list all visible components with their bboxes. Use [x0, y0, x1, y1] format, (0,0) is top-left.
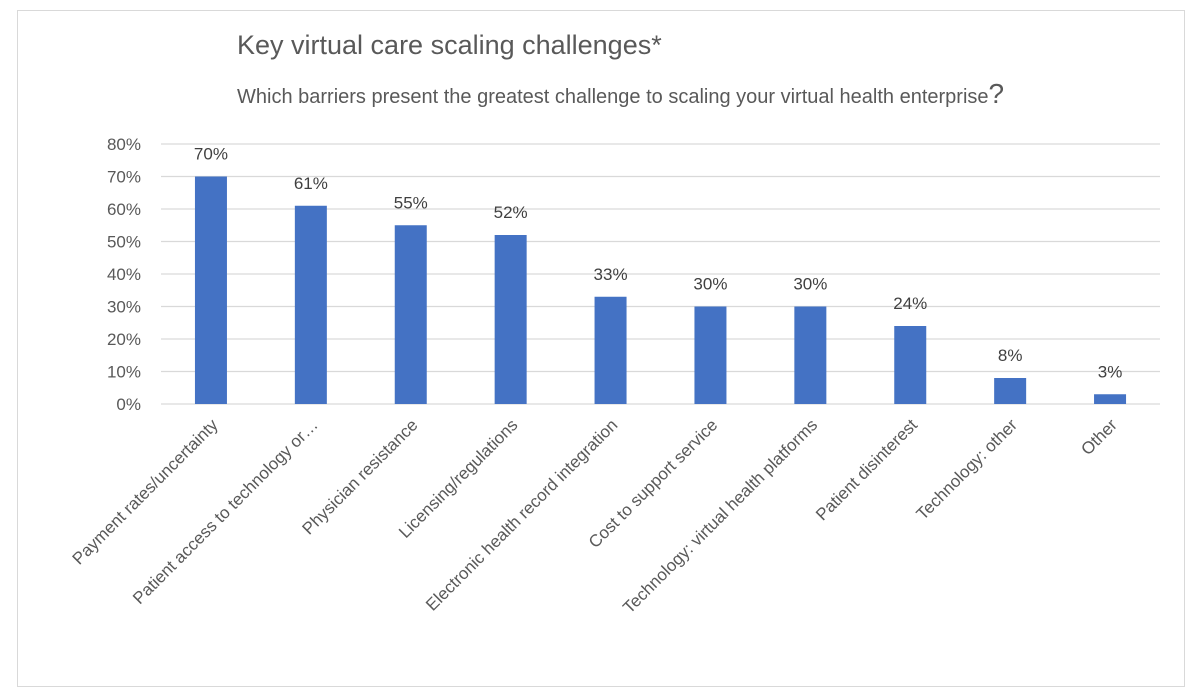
- y-axis-ticks: 0% 10% 20% 30% 40% 50% 60% 70% 80%: [107, 135, 141, 414]
- data-label: 52%: [494, 203, 528, 222]
- y-tick-label: 10%: [107, 363, 141, 382]
- y-tick-label: 20%: [107, 330, 141, 349]
- chart-subtitle: Which barriers present the greatest chal…: [237, 78, 1004, 110]
- data-label: 3%: [1098, 362, 1123, 381]
- data-label: 30%: [793, 275, 827, 294]
- chart-subtitle-question-mark: ?: [988, 78, 1005, 109]
- bar: [994, 378, 1027, 404]
- bar: [194, 176, 227, 404]
- x-category-label: Electronic health record integration: [422, 415, 621, 614]
- y-tick-label: 60%: [107, 200, 141, 219]
- bar: [294, 205, 327, 404]
- data-label: 8%: [998, 346, 1023, 365]
- x-category-label: Patient access to technology or…: [129, 415, 322, 608]
- gridlines: [161, 143, 1160, 405]
- data-labels: 70% 61% 55% 52% 33% 30% 30% 24% 8% 3%: [194, 145, 1122, 382]
- y-tick-label: 80%: [107, 135, 141, 154]
- y-tick-label: 70%: [107, 168, 141, 187]
- bar: [694, 306, 727, 404]
- data-label: 24%: [893, 294, 927, 313]
- bar: [1094, 394, 1127, 404]
- x-category-label: Technology: other: [913, 415, 1022, 524]
- bars: [194, 176, 1127, 404]
- x-category-label: Technology: virtual health platforms: [619, 415, 821, 617]
- bar: [494, 235, 527, 404]
- y-tick-label: 50%: [107, 233, 141, 252]
- y-tick-label: 30%: [107, 298, 141, 317]
- y-tick-label: 40%: [107, 265, 141, 284]
- chart-title: Key virtual care scaling challenges*: [237, 30, 662, 60]
- y-tick-label: 0%: [116, 395, 141, 414]
- x-category-label: Other: [1077, 415, 1121, 459]
- bar: [894, 326, 927, 404]
- bar: [394, 225, 427, 404]
- bar: [794, 306, 827, 404]
- data-label: 55%: [394, 193, 428, 212]
- chart-subtitle-text: Which barriers present the greatest chal…: [237, 86, 989, 108]
- data-label: 61%: [294, 174, 328, 193]
- x-category-label: Patient disinterest: [812, 415, 921, 524]
- data-label: 30%: [693, 275, 727, 294]
- data-label: 70%: [194, 145, 228, 164]
- data-label: 33%: [594, 265, 628, 284]
- bar: [594, 296, 627, 404]
